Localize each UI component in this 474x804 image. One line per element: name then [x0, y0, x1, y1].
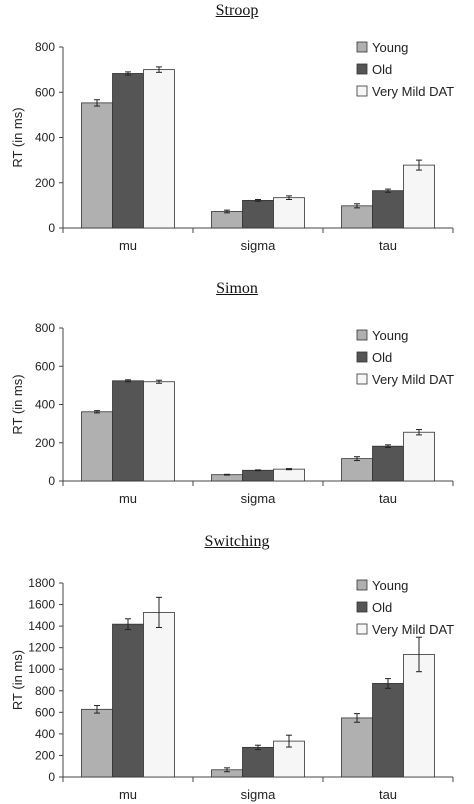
- y-tick-label: 600: [35, 705, 55, 719]
- y-tick-label: 800: [35, 321, 55, 335]
- legend-label: Old: [372, 62, 392, 77]
- bar: [403, 164, 435, 229]
- bar: [341, 458, 373, 482]
- legend-label: Old: [372, 350, 392, 365]
- x-tick-label: sigma: [241, 787, 276, 802]
- bar: [341, 205, 373, 229]
- bar: [341, 717, 373, 778]
- legend-swatch: [356, 623, 368, 635]
- chart-title: Stroop: [215, 2, 259, 19]
- y-tick-label: 1600: [28, 598, 55, 612]
- legend-swatch: [356, 63, 368, 75]
- simon-chart-panel: Simon 0 200 400 600 800 RT (in ms) mu sigma tau Y…: [0, 262, 474, 528]
- switching-chart: 0 200 400 600 800 1000 1200 1400 1600 1800 RT (in …: [10, 576, 454, 802]
- x-tick-label: tau: [379, 238, 397, 253]
- x-tick-label: sigma: [241, 238, 276, 253]
- bar: [242, 199, 274, 229]
- legend-swatch: [356, 85, 368, 97]
- x-tick-label: mu: [119, 491, 137, 506]
- bar: [372, 190, 404, 229]
- bar: [372, 683, 404, 778]
- legend-label: Very Mild DAT: [372, 84, 454, 99]
- legend-swatch: [356, 601, 368, 613]
- bar: [81, 411, 113, 482]
- y-tick-label: 0: [48, 474, 55, 488]
- legend-swatch: [356, 41, 368, 53]
- x-tick-label: tau: [379, 491, 397, 506]
- legend-swatch: [356, 351, 368, 363]
- legend-label: Young: [372, 40, 408, 55]
- bar: [143, 69, 175, 229]
- chart-title: Switching: [204, 533, 270, 550]
- legend-label: Old: [372, 600, 392, 615]
- y-tick-label: 200: [35, 176, 55, 190]
- y-tick-label: 0: [48, 770, 55, 784]
- bar: [211, 474, 243, 482]
- bar: [143, 612, 175, 778]
- y-tick-label: 400: [35, 131, 55, 145]
- y-tick-label: 800: [35, 684, 55, 698]
- bar: [403, 654, 435, 778]
- stroop-chart-panel: Stroop 0 200 400 600 800 RT (in ms) mu sigma tau…: [0, 0, 474, 262]
- y-tick-label: 1400: [28, 619, 55, 633]
- bar: [273, 468, 305, 482]
- y-tick-label: 0: [48, 221, 55, 235]
- y-tick-label: 200: [35, 436, 55, 450]
- bar: [112, 380, 144, 482]
- bar: [81, 102, 113, 229]
- bar: [273, 197, 305, 229]
- legend-label: Young: [372, 578, 408, 593]
- bar: [242, 469, 274, 482]
- legend-swatch: [356, 579, 368, 591]
- y-tick-label: 600: [35, 85, 55, 99]
- stroop-chart: 0 200 400 600 800 RT (in ms) mu sigma tau Young Ol…: [10, 40, 454, 253]
- legend-label: Young: [372, 328, 408, 343]
- bar: [242, 746, 274, 778]
- bar: [211, 211, 243, 229]
- y-axis-label: RT (in ms): [10, 374, 25, 434]
- legend-swatch: [356, 329, 368, 341]
- y-axis-label: RT (in ms): [10, 107, 25, 167]
- legend-swatch: [356, 373, 368, 385]
- bar: [81, 708, 113, 778]
- legend-label: Very Mild DAT: [372, 372, 454, 387]
- bar: [372, 445, 404, 482]
- chart-title: Simon: [216, 280, 258, 297]
- y-tick-label: 200: [35, 748, 55, 762]
- simon-chart: 0 200 400 600 800 RT (in ms) mu sigma tau Young Ol…: [10, 321, 454, 506]
- x-tick-label: mu: [119, 787, 137, 802]
- switching-chart-panel: Switching 0 200 400 600 800 1000 1200 1400 1600 1…: [0, 528, 474, 804]
- y-tick-label: 1000: [28, 662, 55, 676]
- bar: [403, 431, 435, 482]
- bar: [112, 623, 144, 778]
- legend-label: Very Mild DAT: [372, 622, 454, 637]
- bar: [112, 73, 144, 229]
- y-tick-label: 1800: [28, 576, 55, 590]
- y-tick-label: 800: [35, 40, 55, 54]
- x-tick-label: mu: [119, 238, 137, 253]
- x-tick-label: tau: [379, 787, 397, 802]
- bar: [143, 381, 175, 482]
- x-tick-label: sigma: [241, 491, 276, 506]
- y-tick-label: 1200: [28, 641, 55, 655]
- y-tick-label: 600: [35, 359, 55, 373]
- y-tick-label: 400: [35, 727, 55, 741]
- y-axis-label: RT (in ms): [10, 650, 25, 710]
- y-tick-label: 400: [35, 398, 55, 412]
